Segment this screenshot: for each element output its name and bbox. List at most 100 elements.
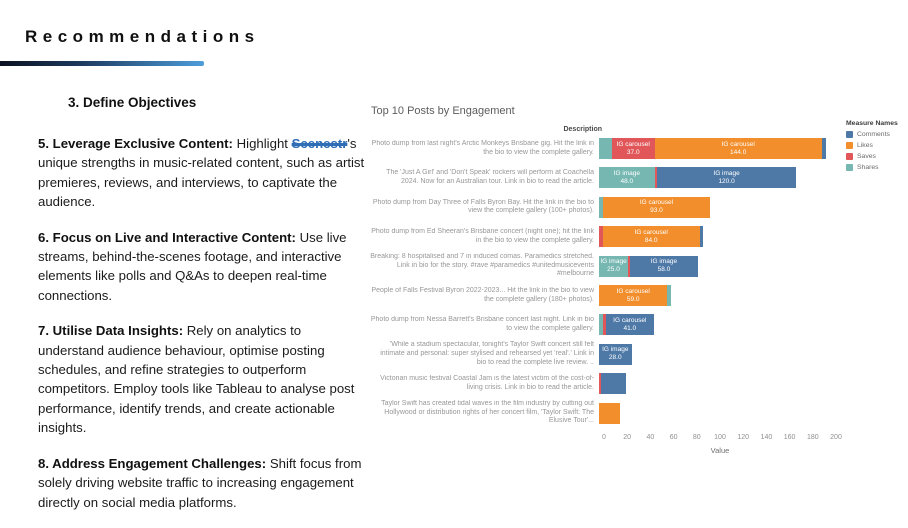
chart-row-3: Photo dump from Day Three of Falls Byron… [370,193,848,222]
chart-row-6: People of Falls Festival Byron 2022-2023… [370,281,848,310]
legend-title: Measure Names [846,120,898,127]
bar-segment-comments [699,226,704,248]
segment-type-label: IG carousel [634,228,668,236]
x-axis-label: Value [710,446,730,455]
bar-segment-shares [667,285,671,306]
stacked-bar [599,402,620,424]
segment-type-label: IG image [713,169,740,177]
chart-row-10: Taylor Swift has created tidal waves in … [370,399,848,428]
bar-segment-likes: IG carousel 93.0 [602,196,711,218]
define-objectives-heading: 3. Define Objectives [68,95,197,110]
bar-segment-saves: IG carousel 37.0 [611,138,655,159]
page-title: Recommendations [25,27,260,46]
bar-segment-shares [599,314,603,336]
legend-swatch-icon [846,164,853,171]
bar-segment-shares: IG image 48.0 [599,167,655,189]
segment-type-label: IG carousel [639,199,674,207]
x-axis-tick: 80 [692,434,701,441]
item-lead: 5. Leverage Exclusive Content: [38,136,233,151]
legend-entry-likes: Likes [846,142,908,149]
x-axis-tick: 180 [806,434,819,441]
post-description: Photo dump from Ed Sheeran's Brisbane co… [371,228,594,244]
item-text: Rely on analytics to understand audience… [38,323,355,436]
segment-type-label: IG image [613,169,641,177]
post-description: Victorian music festival Coastal Jam is … [380,375,594,391]
segment-type-label: IG image [650,258,678,266]
chart-row-9: Victorian music festival Coastal Jam is … [370,369,848,398]
segment-type-label: IG carousel [721,140,755,148]
segment-value-label: 41.0 [623,324,637,332]
segment-type-label: IG carousel [613,316,647,324]
bar-segment-saves [654,167,657,189]
legend-swatch-icon [846,153,853,160]
chart-row-2: The 'Just A Girl' and 'Don't Speak' rock… [370,163,848,192]
segment-value-label: 59.0 [626,295,640,303]
item-lead: 7. Utilise Data Insights: [38,323,184,339]
bar-segment-saves [599,373,602,395]
engagement-bar-chart: Top 10 Posts by Engagement Description P… [370,105,848,465]
segment-value-label: 48.0 [620,177,634,185]
item-text: 's unique strengths in music-related con… [38,136,365,210]
post-description: Photo dump from Day Three of Falls Byron… [372,198,594,215]
segment-value-label: 93.0 [650,207,663,215]
title-underline [0,61,204,66]
post-description: Taylor Swift has created tidal waves in … [381,400,594,425]
recommendations-panel: 3. Define Objectives 5. Leverage Exclusi… [38,95,365,528]
recommendation-item-5: 5. Leverage Exclusive Content: Highlight… [38,134,365,212]
chart-row-5: Breaking: 8 hospitalised and 7 in induce… [370,252,848,281]
legend-entry-shares: Shares [846,164,908,171]
legend-entries: Comments Likes Saves Shares [846,131,908,171]
chart-row-7: Photo dump from Nessa Barrett's Brisbane… [370,310,848,339]
segment-type-label: IG image [600,258,627,266]
recommendation-item-6: 6. Focus on Live and Interactive Content… [38,228,365,306]
item-lead: 8. Address Engagement Challenges: [38,455,267,471]
stacked-bar [599,373,626,395]
chart-legend: Measure Names Comments Likes Saves Shares [846,120,908,175]
bar-segment-shares: IG image 25.0 [599,255,628,277]
legend-label: Saves [857,153,876,160]
legend-swatch-icon [846,142,853,149]
x-axis-tick: 120 [737,434,750,441]
segment-value-label: 28.0 [608,354,622,362]
bar-segment-likes: IG carousel 59.0 [599,285,668,306]
segment-type-label: IG carousel [616,287,650,295]
bar-segment-likes: IG carousel 84.0 [602,226,700,248]
bar-segment-comments: IG carousel 41.0 [606,314,654,336]
stacked-bar: IG image 48.0 IG image 120.0 [599,167,797,189]
legend-swatch-icon [846,131,853,138]
chart-row-1: Photo dump from last night's Arctic Monk… [370,134,848,163]
legend-label: Comments [857,131,890,138]
bar-segment-saves [628,255,631,277]
item-text: Highlight [232,136,292,151]
recommendation-item-8: 8. Address Engagement Challenges: Shift … [38,454,365,512]
post-description: 'While a stadium spectacular, tonight's … [380,341,594,366]
recommendation-item-7: 7. Utilise Data Insights: Rely on analyt… [38,321,365,437]
segment-value-label: 144.0 [730,148,747,156]
x-axis-tick: 200 [830,434,842,441]
segment-type-label: IG carousel [616,140,650,148]
post-description: The 'Just A Girl' and 'Don't Speak' rock… [386,169,594,185]
x-axis-tick: 20 [623,434,632,441]
item-lead: 6. Focus on Live and Interactive Content… [38,229,296,245]
bar-segment-comments: IG image 58.0 [630,255,698,277]
stacked-bar: IG carousel 84.0 [599,226,704,248]
post-description: Photo dump from Nessa Barrett's Brisbane… [370,316,594,332]
segment-type-label: IG image [602,346,629,354]
x-axis-tick: 160 [783,434,796,441]
stacked-bar: IG carousel 41.0 [599,314,654,336]
bar-segment-shares [599,196,603,218]
stacked-bar: IG image 28.0 [599,343,632,365]
chart-title: Top 10 Posts by Engagement [371,105,515,117]
bar-segment-shares [599,138,612,159]
legend-entry-comments: Comments [846,131,908,138]
bar-segment-likes [599,402,620,424]
stacked-bar: IG image 25.0 IG image 58.0 [599,255,698,277]
bar-segment-comments: IG image 28.0 [599,343,632,365]
x-axis-tick: 60 [669,434,678,441]
legend-label: Likes [857,142,873,149]
x-axis-tick: 100 [714,434,726,441]
x-axis-tick: 40 [646,434,655,441]
stacked-bar: IG carousel 37.0 IG carousel 144.0 [599,138,827,159]
x-axis-tick: 0 [602,434,606,441]
segment-value-label: 120.0 [718,177,735,185]
